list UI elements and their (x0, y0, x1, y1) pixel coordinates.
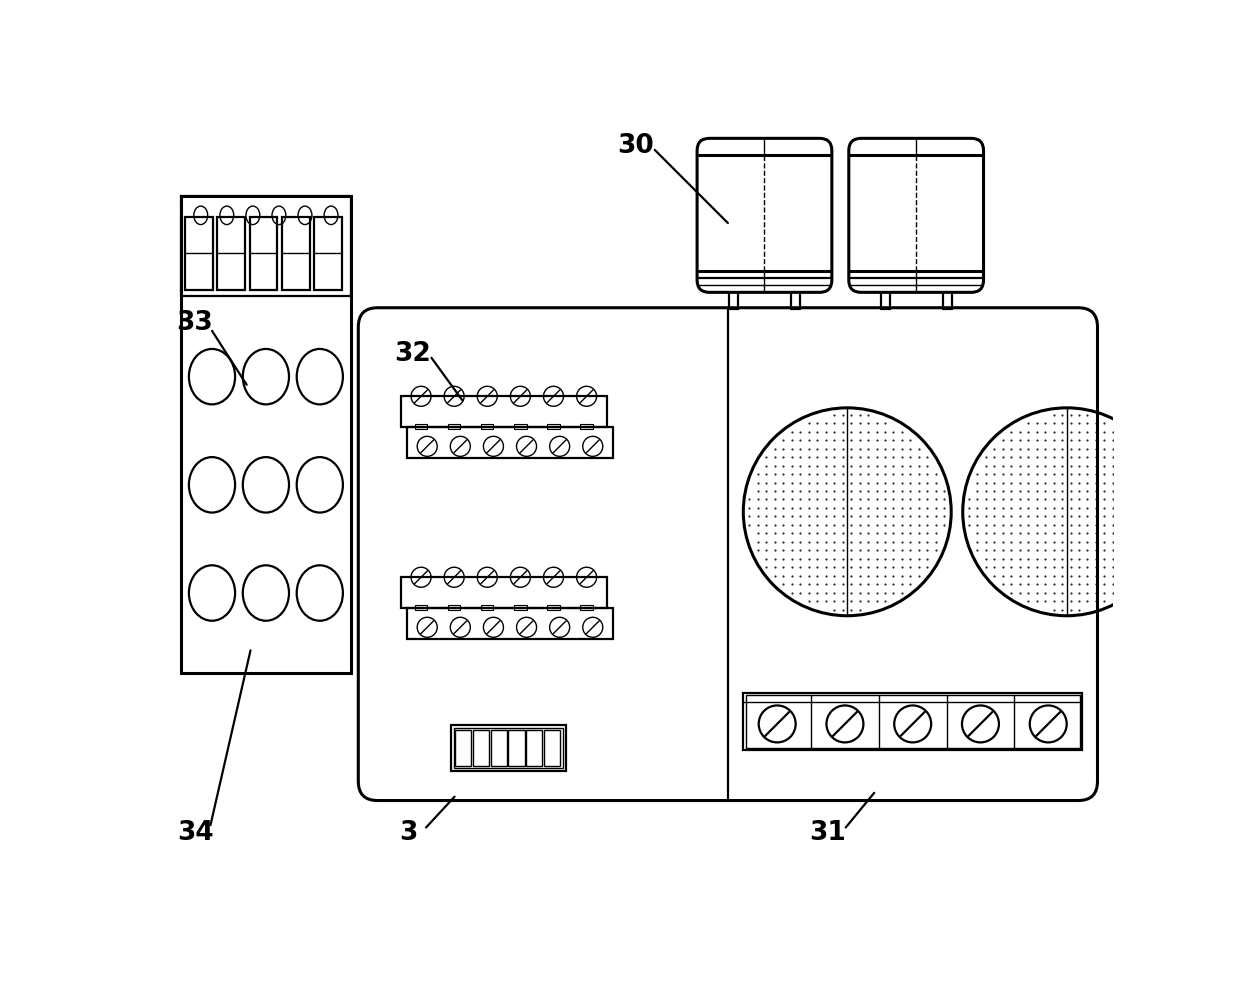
Bar (454, 728, 563, 768)
Bar (217, 217, 246, 290)
Bar (515, 424, 527, 429)
Bar (745, 695, 1080, 748)
Bar (743, 693, 1083, 750)
Bar (181, 196, 351, 673)
Bar (315, 217, 342, 290)
Text: 30: 30 (618, 133, 653, 159)
Bar (455, 731, 471, 766)
Bar (401, 396, 608, 427)
Text: 32: 32 (394, 341, 430, 367)
Bar (580, 424, 593, 429)
Text: 33: 33 (176, 311, 213, 336)
Bar (415, 605, 428, 609)
Text: 34: 34 (177, 820, 213, 846)
Bar (544, 731, 560, 766)
Bar (181, 196, 351, 296)
Bar (407, 608, 613, 639)
Bar (448, 424, 460, 429)
Text: 31: 31 (810, 820, 847, 846)
Text: 3: 3 (399, 820, 418, 846)
Bar (281, 217, 310, 290)
Bar (508, 731, 525, 766)
Bar (547, 605, 559, 609)
Bar (415, 424, 428, 429)
Bar (407, 427, 613, 458)
Bar (401, 577, 608, 608)
Bar (481, 605, 494, 609)
Bar (450, 725, 567, 771)
Bar (515, 605, 527, 609)
Bar (472, 731, 490, 766)
Bar (547, 424, 559, 429)
Bar (448, 605, 460, 609)
Bar (249, 217, 278, 290)
Bar (526, 731, 542, 766)
Bar (185, 217, 213, 290)
Bar (481, 424, 494, 429)
Bar (491, 731, 507, 766)
Bar (580, 605, 593, 609)
